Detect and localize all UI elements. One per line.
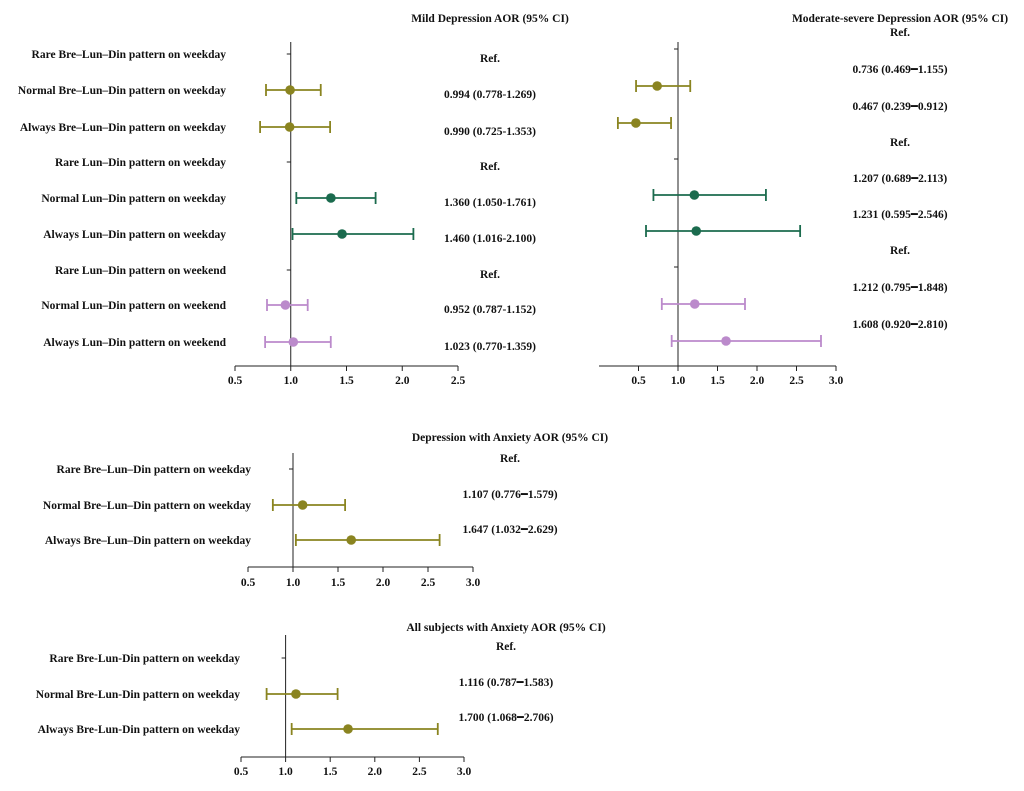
row-label: Rare Bre–Lun–Din pattern on weekday xyxy=(57,464,252,476)
ci-value-label: Ref. xyxy=(890,137,910,149)
point-estimate xyxy=(652,81,662,91)
row-label: Rare Bre–Lun–Din pattern on weekday xyxy=(32,49,227,61)
x-tick-label: 2.0 xyxy=(368,766,383,778)
x-tick-label: 0.5 xyxy=(234,766,249,778)
chart-title: Mild Depression AOR (95% CI) xyxy=(411,13,569,25)
ci-value-label: 1.107 (0.776━1.579) xyxy=(462,489,557,501)
ci-value-label: Ref. xyxy=(480,53,500,65)
x-tick-label: 0.5 xyxy=(631,375,646,387)
ci-value-label: 1.212 (0.795━1.848) xyxy=(852,282,947,294)
forest-plot-4: All subjects with Anxiety AOR (95% CI) 0.… xyxy=(36,622,606,778)
x-tick-label: 1.5 xyxy=(323,766,338,778)
ci-value-label: Ref. xyxy=(480,161,500,173)
point-estimate xyxy=(291,689,301,699)
point-estimate xyxy=(343,724,353,734)
point-estimate xyxy=(689,299,700,309)
ci-value-label: 1.608 (0.920━2.810) xyxy=(852,319,947,331)
row-label: Normal Bre–Lun–Din pattern on weekday xyxy=(18,85,226,97)
point-estimate xyxy=(691,226,702,236)
x-tick-label: 0.5 xyxy=(228,375,243,387)
x-tick-label: 1.5 xyxy=(331,577,346,589)
ci-value-label: Ref. xyxy=(480,269,500,281)
row-label: Rare Bre-Lun-Din pattern on weekday xyxy=(49,653,240,665)
ci-value-label: Ref. xyxy=(890,27,910,39)
point-estimate xyxy=(721,336,731,346)
ci-value-label: Ref. xyxy=(890,245,910,257)
forest-plot-3: Depression with Anxiety AOR (95% CI) 0.5 1… xyxy=(43,432,608,589)
ci-value-label: 0.736 (0.469━1.155) xyxy=(852,64,947,76)
ci-value-label: 1.700 (1.068━2.706) xyxy=(458,712,553,724)
x-tick-label: 2.5 xyxy=(451,375,466,387)
point-estimate xyxy=(337,229,347,239)
row-label: Normal Lun–Din pattern on weekend xyxy=(41,300,226,312)
ci-value-label: 1.116 (0.787━1.583) xyxy=(459,677,554,689)
row-label: Normal Bre-Lun-Din pattern on weekday xyxy=(36,689,240,701)
x-tick-label: 0.5 xyxy=(241,577,256,589)
row-label: Rare Lun–Din pattern on weekday xyxy=(55,157,226,169)
chart-title: Depression with Anxiety AOR (95% CI) xyxy=(412,432,608,444)
ci-value-label: 1.647 (1.032━2.629) xyxy=(462,524,557,536)
ci-value-label: 1.231 (0.595━2.546) xyxy=(852,209,947,221)
x-tick-label: 2.5 xyxy=(412,766,427,778)
x-tick-label: 1.5 xyxy=(339,375,354,387)
x-tick-label: 2.0 xyxy=(395,375,410,387)
ci-value-label: 1.023 (0.770-1.359) xyxy=(444,341,536,353)
row-label: Always Bre–Lun–Din pattern on weekday xyxy=(45,535,251,547)
x-tick-label: 3.0 xyxy=(457,766,472,778)
point-estimate xyxy=(285,85,295,95)
x-tick-label: 2.0 xyxy=(750,375,765,387)
ci-value-label: Ref. xyxy=(496,641,516,653)
ci-value-label: Ref. xyxy=(500,453,520,465)
row-label: Normal Bre–Lun–Din pattern on weekday xyxy=(43,500,251,512)
point-estimate xyxy=(288,337,299,347)
row-label: Always Lun–Din pattern on weekend xyxy=(43,337,226,349)
row-label: Normal Lun–Din pattern on weekday xyxy=(41,193,226,205)
point-estimate xyxy=(689,190,700,200)
x-tick-label: 1.5 xyxy=(710,375,725,387)
x-tick-label: 3.0 xyxy=(829,375,844,387)
x-tick-label: 2.5 xyxy=(789,375,804,387)
point-estimate xyxy=(280,300,291,310)
row-label: Always Bre-Lun-Din pattern on weekday xyxy=(38,724,241,736)
point-estimate xyxy=(326,193,336,203)
x-tick-label: 1.0 xyxy=(286,577,301,589)
point-estimate xyxy=(346,535,357,545)
ci-value-label: 0.952 (0.787-1.152) xyxy=(444,304,536,316)
x-tick-label: 1.0 xyxy=(278,766,293,778)
forest-plot-2: Moderate-severe Depression AOR (95% CI) 0… xyxy=(599,13,1008,387)
x-tick-label: 2.0 xyxy=(376,577,391,589)
ci-value-label: 0.467 (0.239━0.912) xyxy=(852,101,947,113)
x-tick-label: 3.0 xyxy=(466,577,481,589)
ci-value-label: 1.207 (0.689━2.113) xyxy=(853,173,948,185)
ci-value-label: 0.990 (0.725-1.353) xyxy=(444,126,536,138)
x-tick-label: 1.0 xyxy=(284,375,299,387)
forest-plot-1: Mild Depression AOR (95% CI) 0.5 1.0 1.5 2.0… xyxy=(18,13,569,387)
chart-title: All subjects with Anxiety AOR (95% CI) xyxy=(406,622,606,634)
x-tick-label: 2.5 xyxy=(421,577,436,589)
row-label: Always Lun–Din pattern on weekday xyxy=(43,229,226,241)
point-estimate xyxy=(631,118,641,128)
point-estimate xyxy=(297,500,308,510)
point-estimate xyxy=(284,122,295,132)
ci-value-label: 0.994 (0.778-1.269) xyxy=(444,89,536,101)
ci-value-label: 1.460 (1.016-2.100) xyxy=(444,233,536,245)
row-label: Always Bre–Lun–Din pattern on weekday xyxy=(20,122,226,134)
x-tick-label: 1.0 xyxy=(671,375,686,387)
ci-value-label: 1.360 (1.050-1.761) xyxy=(444,197,536,209)
row-label: Rare Lun–Din pattern on weekend xyxy=(55,265,227,277)
chart-title: Moderate-severe Depression AOR (95% CI) xyxy=(792,13,1008,25)
